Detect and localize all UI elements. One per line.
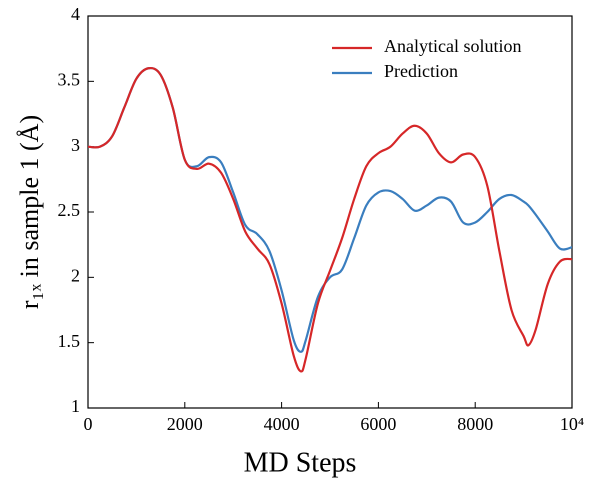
x-tick-label: 0 <box>84 414 93 434</box>
y-tick-label: 1.5 <box>58 331 81 351</box>
series-line <box>87 66 573 353</box>
y-tick-label: 1 <box>71 396 80 416</box>
x-tick-label: 4000 <box>264 414 300 434</box>
x-tick-label: 2000 <box>167 414 203 434</box>
x-tick-label: 6000 <box>360 414 396 434</box>
y-tick-label: 2 <box>71 265 80 285</box>
y-tick-label: 3 <box>71 135 80 155</box>
y-tick-label: 4 <box>71 4 80 24</box>
legend-label: Prediction <box>384 61 458 81</box>
x-tick-label: 10⁴ <box>560 414 584 434</box>
x-axis-label: MD Steps <box>244 447 357 478</box>
series-line <box>87 66 573 373</box>
y-tick-label: 2.5 <box>58 200 81 220</box>
x-tick-label: 8000 <box>457 414 493 434</box>
y-tick-label: 3.5 <box>58 69 81 89</box>
legend-label: Analytical solution <box>384 36 521 56</box>
y-axis-label: r₁ₓ in sample 1 (Å) <box>15 115 44 309</box>
